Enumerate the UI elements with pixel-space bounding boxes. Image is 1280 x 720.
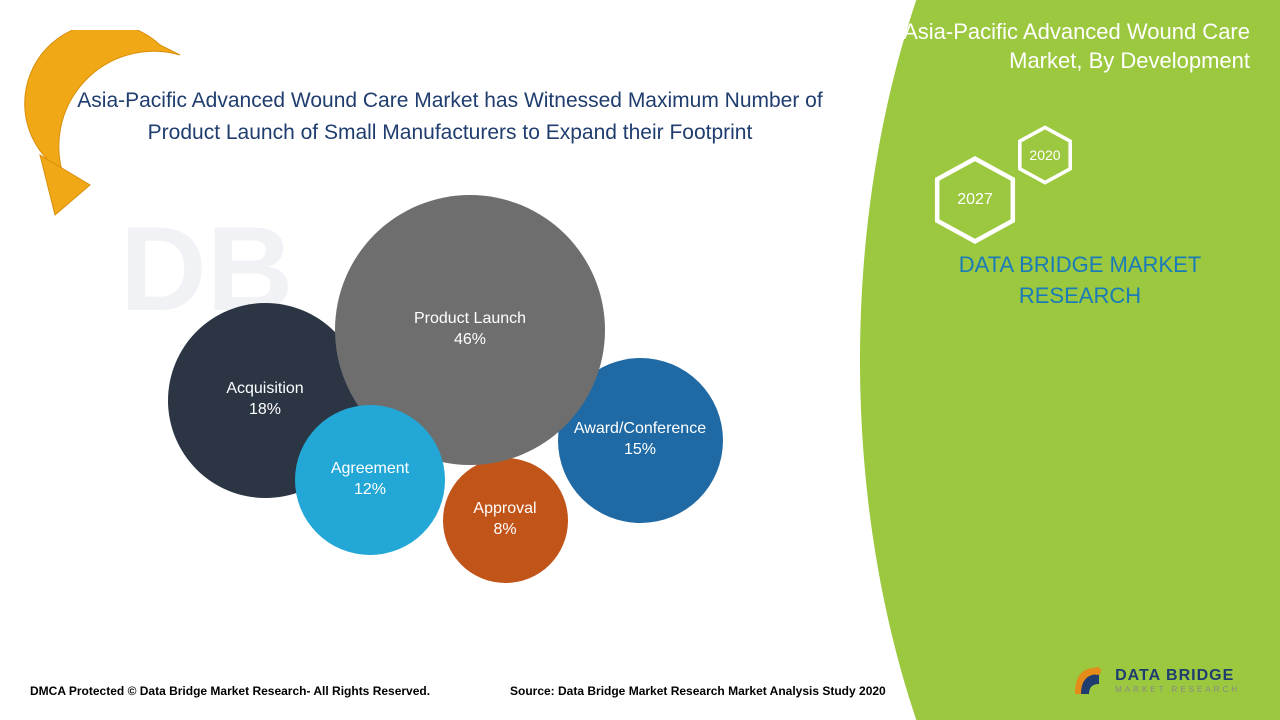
- bubble-approval: Approval8%: [443, 458, 568, 583]
- bubble-value: 18%: [249, 400, 281, 421]
- bubble-label: Agreement: [331, 459, 409, 480]
- hex-big-label: 2027: [957, 191, 993, 209]
- infographic-page: DB Asia-Pacific Advanced Wound Care Mark…: [0, 0, 1280, 720]
- bubble-value: 46%: [454, 330, 486, 351]
- hexagon-year-2020: 2020: [1015, 125, 1075, 185]
- bubble-label: Product Launch: [414, 309, 526, 330]
- footer-source: Source: Data Bridge Market Research Mark…: [510, 684, 886, 698]
- arrow-head: [40, 155, 90, 215]
- logo-line2: MARKET RESEARCH: [1115, 685, 1240, 694]
- logo-text: DATA BRIDGE MARKET RESEARCH: [1115, 667, 1240, 694]
- bubble-value: 8%: [493, 520, 516, 541]
- bubble-value: 12%: [354, 480, 386, 501]
- bubble-label: Approval: [473, 499, 536, 520]
- footer-copyright: DMCA Protected © Data Bridge Market Rese…: [30, 684, 430, 698]
- logo-line1: DATA BRIDGE: [1115, 667, 1240, 685]
- panel-title: Asia-Pacific Advanced Wound Care Market,…: [890, 18, 1250, 75]
- hex-small-label: 2020: [1029, 147, 1060, 163]
- company-logo: DATA BRIDGE MARKET RESEARCH: [1067, 660, 1240, 700]
- bubble-label: Award/Conference: [574, 419, 706, 440]
- bubble-label: Acquisition: [226, 379, 303, 400]
- headline-text: Asia-Pacific Advanced Wound Care Market …: [60, 85, 840, 148]
- hexagon-year-2027: 2027: [930, 155, 1020, 245]
- brand-text: DATA BRIDGE MARKET RESEARCH: [930, 250, 1230, 312]
- bubble-agreement: Agreement12%: [295, 405, 445, 555]
- logo-mark-icon: [1067, 660, 1107, 700]
- right-panel: Asia-Pacific Advanced Wound Care Market,…: [860, 0, 1280, 720]
- bubble-value: 15%: [624, 440, 656, 461]
